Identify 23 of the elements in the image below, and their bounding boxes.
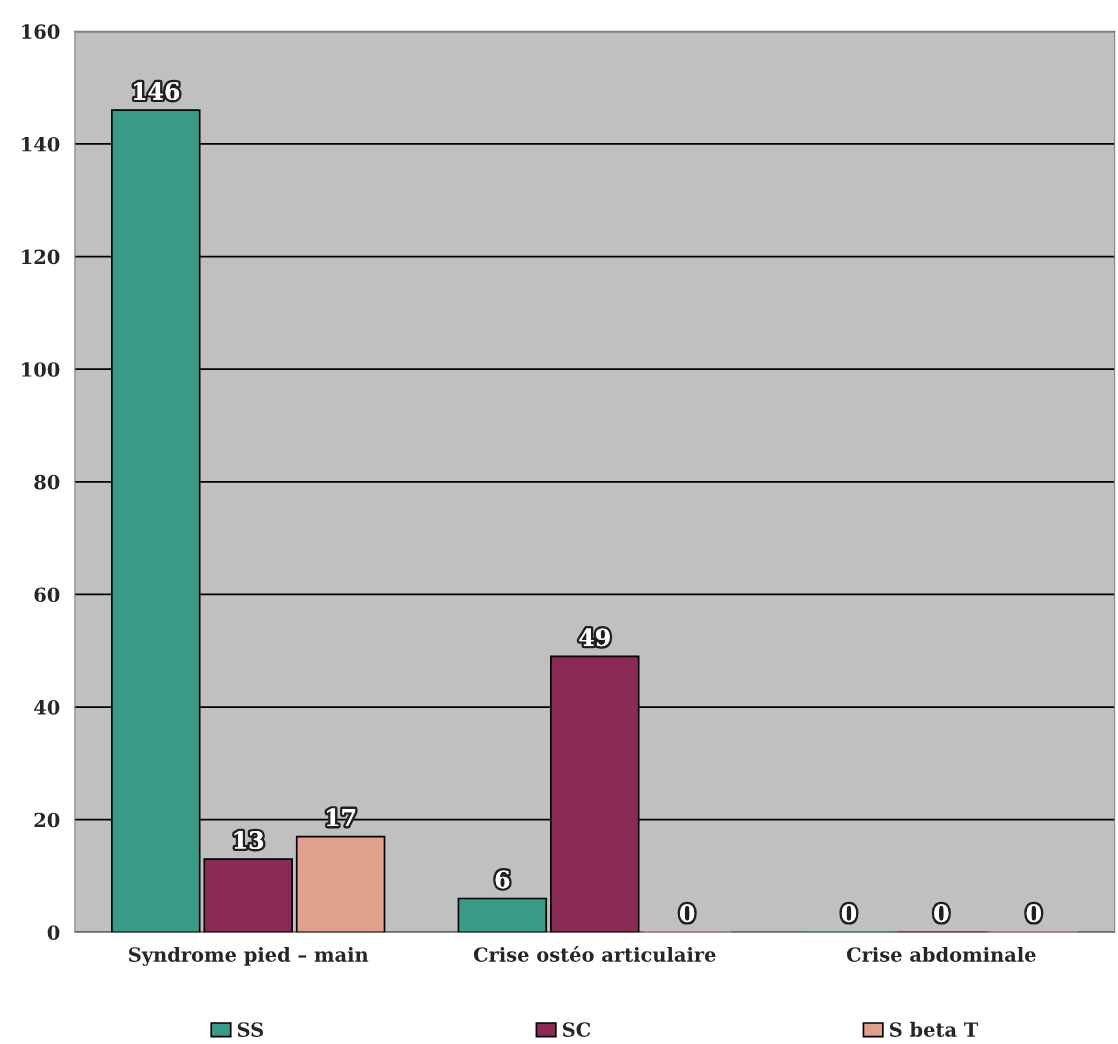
- x-tick-label: Crise abdominale: [846, 946, 1036, 962]
- y-tick-label: 160: [22, 24, 60, 39]
- x-tick-label: Crise ostéo articulaire: [473, 946, 716, 962]
- y-tick-label: 100: [22, 362, 60, 377]
- data-label: 49: [579, 628, 610, 647]
- y-tick-label: 40: [34, 700, 60, 715]
- data-label: 146: [134, 82, 180, 101]
- y-tick-label: 60: [34, 587, 60, 603]
- y-tick-label: 80: [34, 474, 60, 490]
- y-tick-label: 120: [22, 249, 60, 265]
- data-label: 0: [1026, 904, 1041, 923]
- y-tick-label: 0: [47, 925, 60, 940]
- data-label: 13: [234, 831, 264, 849]
- legend-label: SC: [562, 1022, 591, 1037]
- data-label: 0: [680, 904, 695, 923]
- y-tick-label: 20: [34, 812, 60, 828]
- data-label: 0: [841, 904, 857, 923]
- legend-label: SS: [237, 1022, 264, 1037]
- data-label: 6: [495, 870, 510, 889]
- x-tick-label: Syndrome pied – main: [129, 946, 369, 966]
- y-tick-label: 140: [22, 136, 60, 152]
- legend-label: S beta T: [889, 1021, 979, 1037]
- data-label: 0: [934, 904, 949, 923]
